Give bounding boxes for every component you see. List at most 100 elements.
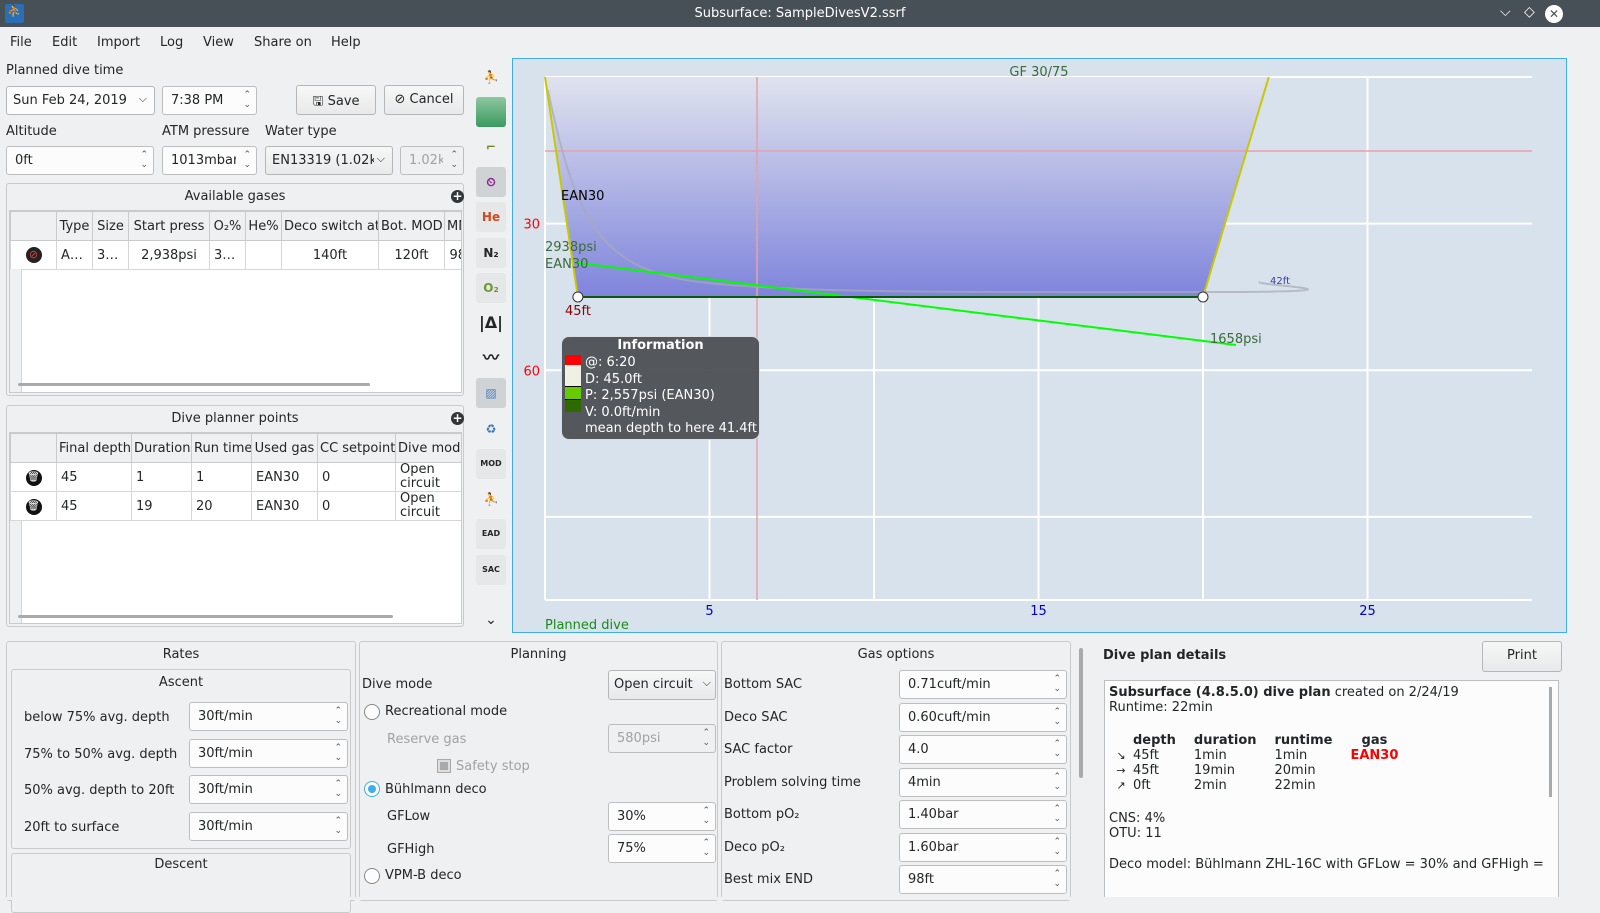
gas-option-spinbox[interactable]: 98ft ⌃ ⌄ — [899, 865, 1067, 894]
ead-icon[interactable]: EAD — [476, 519, 506, 549]
table-cell[interactable]: A… — [56, 240, 93, 270]
spin-arrows-icon[interactable]: ⌃ ⌄ — [243, 150, 251, 170]
column-header[interactable]: Start press — [128, 211, 210, 241]
details-scrollbar[interactable] — [1549, 687, 1552, 797]
horizontal-scrollbar[interactable] — [18, 615, 393, 618]
deco-ceiling-icon[interactable]: ⌐ — [485, 140, 497, 154]
spin-arrows-icon[interactable]: ⌃ ⌄ — [1053, 836, 1061, 857]
rate-spinbox[interactable]: 30ft/min ⌃ ⌄ — [189, 775, 348, 804]
menu-import[interactable]: Import — [97, 35, 141, 50]
calc-ceiling-icon[interactable]: ⏲ — [476, 167, 506, 197]
buhlmann-deco-radio[interactable] — [364, 781, 380, 797]
gas-option-spinbox[interactable]: 4.0 ⌃ ⌄ — [899, 735, 1067, 764]
panel-scrollbar[interactable] — [1079, 648, 1083, 778]
column-header[interactable]: Run time — [191, 433, 252, 463]
spin-arrows-icon[interactable]: ⌃ ⌄ — [1053, 804, 1061, 824]
column-header[interactable]: Type — [56, 211, 93, 241]
spin-arrows-icon[interactable]: ⌃ ⌄ — [1053, 869, 1061, 889]
waypoint-handle[interactable] — [572, 291, 584, 303]
table-cell[interactable]: 120ft — [378, 240, 445, 270]
ceiling-icon[interactable] — [476, 97, 506, 127]
table-cell[interactable]: 1 — [131, 462, 192, 492]
trash-icon[interactable]: 🗑 — [25, 498, 42, 515]
heartrate-icon[interactable]: ♻ — [485, 422, 497, 436]
trash-disabled-icon[interactable]: ⊘ — [25, 247, 42, 263]
recreational-mode-radio[interactable] — [364, 704, 380, 720]
gas-option-spinbox[interactable]: 4min ⌃ ⌄ — [899, 767, 1067, 797]
dive-mode-select[interactable]: Open circuit ⌵ — [608, 670, 716, 700]
column-header[interactable]: Dive mode — [395, 433, 461, 463]
dive-planner-icon[interactable]: ⛹ — [483, 70, 499, 84]
ruler-icon[interactable]: |Δ| — [478, 313, 504, 332]
menu-help[interactable]: Help — [331, 35, 361, 50]
spin-arrows-icon[interactable]: ⌃ ⌄ — [140, 150, 148, 170]
he-icon[interactable]: He — [476, 202, 506, 232]
altitude-spinbox[interactable]: 0ft ⌃ ⌄ — [6, 146, 154, 175]
table-cell[interactable]: 98ft — [444, 240, 461, 270]
menu-share-on[interactable]: Share on — [254, 35, 312, 50]
vpmb-deco-radio[interactable] — [364, 868, 380, 884]
spin-arrows-icon[interactable]: ⌃ ⌄ — [1053, 771, 1061, 792]
spin-arrows-icon[interactable]: ⌃ ⌄ — [702, 838, 710, 858]
mod-icon[interactable]: MOD — [476, 449, 506, 479]
delete-waypoint-cell[interactable]: 🗑 — [10, 462, 57, 492]
sac-icon[interactable]: SAC — [476, 555, 506, 585]
spin-arrows-icon[interactable]: ⌃ ⌄ — [334, 779, 342, 799]
delete-gas-cell[interactable]: ⊘ — [10, 240, 57, 270]
add-gas-button[interactable]: + — [451, 189, 464, 203]
cancel-button[interactable]: ⊘ Cancel — [384, 85, 464, 115]
add-waypoint-button[interactable]: + — [451, 411, 464, 425]
spin-arrows-icon[interactable]: ⌃ ⌄ — [1053, 706, 1061, 727]
table-cell[interactable]: 0 — [317, 491, 396, 521]
chevron-down-icon[interactable]: ⌄ — [485, 612, 497, 628]
menu-edit[interactable]: Edit — [52, 35, 78, 50]
gas-option-spinbox[interactable]: 0.60cuft/min ⌃ ⌄ — [899, 702, 1067, 732]
atm-pressure-spinbox[interactable]: 1013mbar ⌃ ⌄ — [162, 146, 257, 175]
table-cell[interactable]: EAN30 — [251, 462, 318, 492]
gas-option-spinbox[interactable]: 1.60bar ⌃ ⌄ — [899, 832, 1067, 862]
time-spinbox[interactable]: 7:38 PM ⌃ ⌄ — [162, 86, 257, 115]
column-header[interactable]: CC setpoint — [317, 433, 396, 463]
maximize-icon[interactable]: ◇ — [1524, 4, 1535, 20]
column-header[interactable]: MND — [444, 211, 461, 241]
delete-waypoint-cell[interactable]: 🗑 — [10, 491, 57, 521]
gfhigh-spinbox[interactable]: 75% ⌃ ⌄ — [608, 834, 716, 863]
close-icon[interactable]: ✕ — [1545, 5, 1563, 23]
column-header[interactable]: Size — [92, 211, 129, 241]
column-header[interactable]: O₂% — [209, 211, 246, 241]
print-button[interactable]: Print — [1482, 641, 1562, 672]
column-header[interactable]: Used gas — [251, 433, 318, 463]
table-cell[interactable]: Open circuit — [395, 491, 461, 521]
table-row[interactable]: 🗑 45 1 1 EAN30 0 Open circuit — [10, 462, 461, 492]
menu-log[interactable]: Log — [160, 35, 184, 50]
rate-spinbox[interactable]: 30ft/min ⌃ ⌄ — [189, 811, 348, 841]
menu-file[interactable]: File — [10, 35, 32, 50]
o2-icon[interactable]: O₂ — [476, 273, 506, 303]
spin-arrows-icon[interactable]: ⌃ ⌄ — [1053, 674, 1061, 694]
gas-option-spinbox[interactable]: 0.71cuft/min ⌃ ⌄ — [899, 670, 1067, 699]
water-type-select[interactable]: EN13319 (1.02k ⌵ — [265, 146, 393, 175]
table-cell[interactable]: 140ft — [281, 240, 379, 270]
trash-icon[interactable]: 🗑 — [25, 469, 42, 486]
scale-graph-icon[interactable]: 〰 — [482, 348, 499, 367]
table-row[interactable]: 🗑 45 19 20 EAN30 0 Open circuit — [10, 491, 461, 521]
table-cell[interactable]: 2,938psi — [128, 240, 210, 270]
table-cell[interactable]: Open circuit — [395, 462, 461, 492]
spin-arrows-icon[interactable]: ⌃ ⌄ — [702, 806, 710, 826]
waypoint-handle[interactable] — [1197, 291, 1209, 303]
ndl-tts-icon[interactable]: ⛹ — [483, 492, 499, 506]
minimize-icon[interactable]: ⌵ — [1500, 4, 1511, 20]
table-cell[interactable]: 45 — [56, 491, 132, 521]
table-cell[interactable]: 19 — [131, 491, 192, 521]
table-cell[interactable] — [245, 240, 282, 270]
spin-arrows-icon[interactable]: ⌃ ⌄ — [334, 742, 342, 763]
n2-icon[interactable]: N₂ — [476, 238, 506, 268]
table-cell[interactable]: 45 — [56, 462, 132, 492]
spin-arrows-icon[interactable]: ⌃ ⌄ — [243, 90, 251, 110]
spin-arrows-icon[interactable]: ⌃ ⌄ — [334, 815, 342, 836]
save-button[interactable]: 🖫 Save — [296, 85, 376, 115]
picture-icon[interactable]: ▨ — [476, 378, 506, 408]
date-picker[interactable]: Sun Feb 24, 2019 ⌵ — [6, 86, 155, 115]
menu-view[interactable]: View — [203, 35, 234, 50]
gflow-spinbox[interactable]: 30% ⌃ ⌄ — [608, 802, 716, 831]
